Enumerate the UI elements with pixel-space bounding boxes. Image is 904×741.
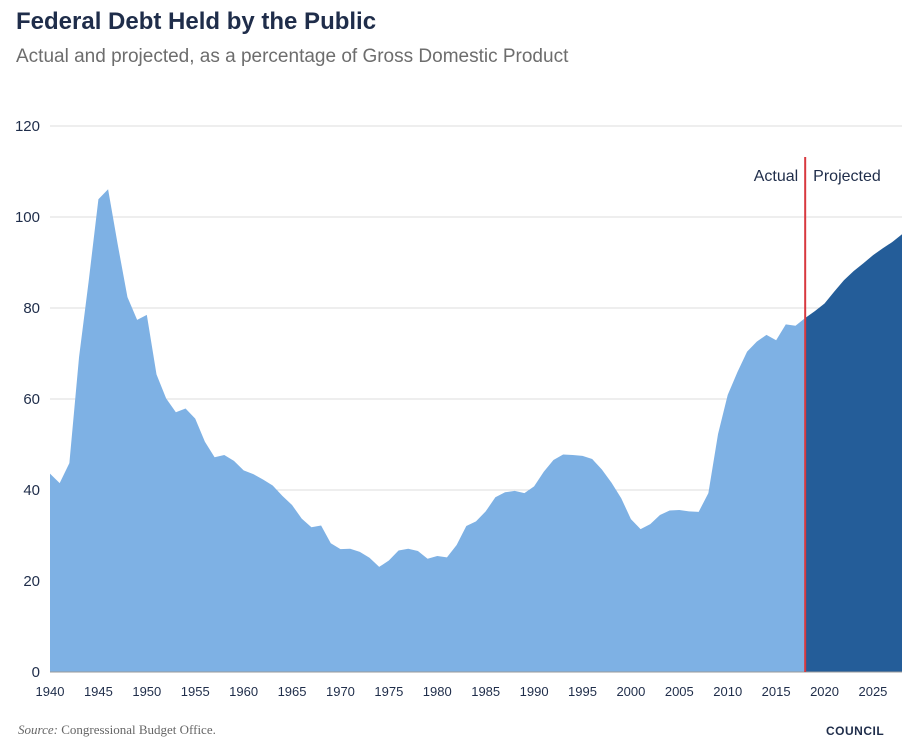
x-tick-label: 2010 — [713, 684, 742, 699]
y-tick-label: 60 — [23, 391, 40, 408]
x-tick-label: 1990 — [520, 684, 549, 699]
chart-title: Federal Debt Held by the Public — [16, 8, 377, 35]
chart-subtitle: Actual and projected, as a percentage of… — [16, 46, 569, 67]
actual-label: Actual — [754, 168, 798, 185]
x-tick-label: 2020 — [810, 684, 839, 699]
source-label: Source: — [18, 722, 58, 737]
projected-label: Projected — [813, 168, 881, 185]
x-tick-label: 2025 — [858, 684, 887, 699]
x-tick-label: 1945 — [84, 684, 113, 699]
wechat-icon — [758, 697, 780, 713]
x-tick-label: 1965 — [278, 684, 307, 699]
x-tick-label: 1950 — [132, 684, 161, 699]
y-tick-label: 100 — [15, 209, 40, 226]
x-tick-label: 1955 — [181, 684, 210, 699]
x-tick-label: 1970 — [326, 684, 355, 699]
series-area-actual — [50, 189, 806, 672]
x-tick-label: 1980 — [423, 684, 452, 699]
watermark: 米宅海外 — [758, 692, 856, 718]
x-tick-label: 2000 — [616, 684, 645, 699]
source-text: Congressional Budget Office. — [61, 722, 216, 737]
x-tick-label: 1995 — [568, 684, 597, 699]
x-tick-label: 1960 — [229, 684, 258, 699]
x-tick-label: 1985 — [471, 684, 500, 699]
series-area-projected — [805, 234, 902, 673]
y-tick-label: 0 — [32, 664, 40, 681]
y-tick-label: 120 — [15, 118, 40, 135]
x-tick-label: 2015 — [762, 684, 791, 699]
y-tick-label: 40 — [23, 482, 40, 499]
source-note: Source: Congressional Budget Office. — [18, 722, 216, 738]
cfr-logo: COUNCIL — [826, 724, 885, 738]
watermark-text: 米宅海外 — [784, 696, 856, 716]
x-tick-label: 1940 — [36, 684, 65, 699]
x-tick-label: 1975 — [374, 684, 403, 699]
y-tick-label: 80 — [23, 300, 40, 317]
y-tick-label: 20 — [23, 573, 40, 590]
x-tick-label: 2005 — [665, 684, 694, 699]
